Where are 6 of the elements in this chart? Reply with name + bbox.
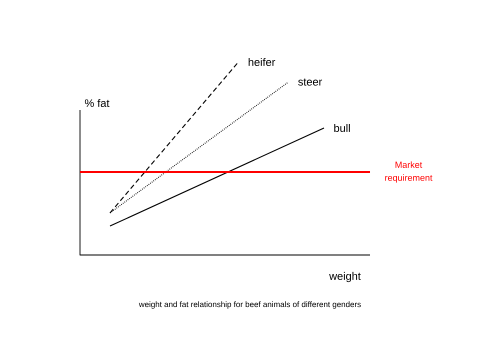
ref-line-label: Market requirement [385, 161, 432, 183]
series-label: steer [298, 78, 322, 86]
y-axis-title: % fat [84, 98, 110, 108]
series-label: bull [334, 124, 350, 132]
x-axis-title: weight [329, 272, 361, 282]
series-label: heifer [248, 58, 276, 66]
